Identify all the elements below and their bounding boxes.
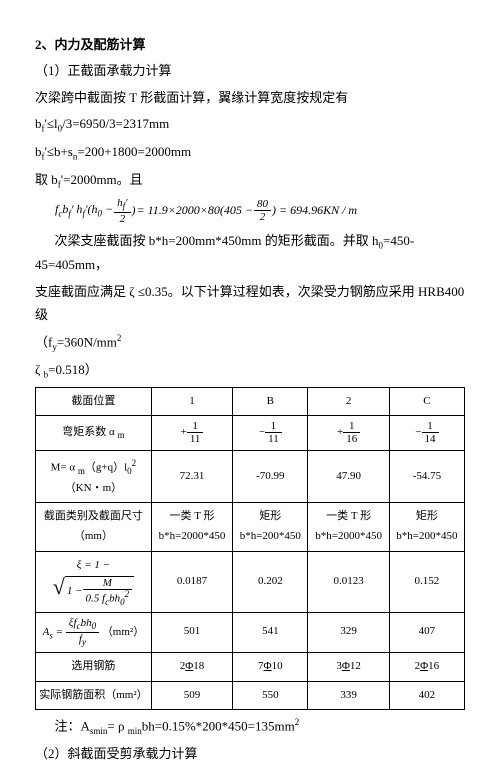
h3: 2 <box>308 387 389 416</box>
h4: C <box>389 387 464 416</box>
row6-label: 选用钢筋 <box>36 652 152 681</box>
d: 11 <box>187 433 204 445</box>
t: （f <box>35 334 52 349</box>
h1: 1 <box>151 387 232 416</box>
row7-label: 实际钢筋面积（mm²） <box>36 681 152 710</box>
t: =200+1800=2000mm <box>77 144 191 159</box>
table-header-row: 截面位置 1 B 2 C <box>36 387 465 416</box>
h2: B <box>233 387 308 416</box>
d: 16 <box>343 433 360 445</box>
t: 一类 T 形 <box>326 510 371 522</box>
t: = ρ <box>107 719 127 734</box>
p-9: ζ b=0.518） <box>35 358 465 383</box>
row2-label: M= α m（g+q）l02（KN・m） <box>36 450 152 503</box>
t: 注：A <box>55 719 90 734</box>
row4-label: ξ = 1 − √1 − M0.5 fcbh02 <box>36 551 152 612</box>
d: 16 <box>428 660 439 672</box>
t: 矩形 <box>416 510 438 522</box>
rebar-icon <box>420 657 428 677</box>
c: 541 <box>233 612 308 652</box>
p-3: bf'≤l0/3=6950/3=2317mm <box>35 112 465 137</box>
c: 329 <box>308 612 389 652</box>
table-row: 实际钢筋面积（mm²） 509 550 339 402 <box>36 681 465 710</box>
c: 407 <box>389 612 464 652</box>
c: 47.90 <box>308 450 389 503</box>
t: =2000mm。且 <box>63 172 143 187</box>
t: （mm²） <box>102 626 144 638</box>
table-row: 选用钢筋 218 710 312 216 <box>36 652 465 681</box>
formula-main: fcbf' hf'(h0 − hf'2 ) = 11.9×2000×80(405… <box>55 197 465 225</box>
calc-table: 截面位置 1 B 2 C 弯矩系数 α m +111 −111 +116 −11… <box>35 387 465 711</box>
p-4: bf'≤b+sn=200+1800=2000mm <box>35 140 465 165</box>
t: 取 b <box>35 172 58 187</box>
p-6: 次梁支座截面按 b*h=200mm*450mm 的矩形截面。并取 h0=450-… <box>35 229 465 277</box>
t: /3=6950/3=2317mm <box>62 116 169 131</box>
rebar-icon <box>342 657 350 677</box>
d: 14 <box>422 433 439 445</box>
rebar-icon <box>264 657 272 677</box>
d: 11 <box>265 433 282 445</box>
d: 18 <box>193 660 204 672</box>
c: 550 <box>233 681 308 710</box>
d: 12 <box>350 660 361 672</box>
rebar-icon <box>185 657 193 677</box>
t: = 11.9×2000×80(405 − <box>137 200 254 222</box>
table-row: 弯矩系数 α m +111 −111 +116 −114 <box>36 416 465 450</box>
p-5: 取 bf'=2000mm。且 <box>35 168 465 193</box>
p-8: （fy=360N/mm2 <box>35 330 465 355</box>
d: 10 <box>272 660 283 672</box>
table-row: 截面类别及截面尺寸（mm） 一类 T 形 b*h=2000*450 矩形 b*h=2… <box>36 503 465 552</box>
t: 一类 T 形 <box>170 510 215 522</box>
c: 339 <box>308 681 389 710</box>
c: 0.0123 <box>308 551 389 612</box>
t: b*h=200*450 <box>240 530 301 542</box>
p-1: （1）正截面承载力计算 <box>35 59 465 82</box>
c: -54.75 <box>389 450 464 503</box>
c: -70.99 <box>233 450 308 503</box>
c: 509 <box>151 681 232 710</box>
t: =0.518） <box>48 362 98 377</box>
t: 次梁支座截面按 b*h=200mm*450mm 的矩形截面。并取 h <box>55 233 379 248</box>
t: ζ <box>35 362 44 377</box>
table-note: 注：Asmin= ρ minbh=0.15%*200*450=135mm2 <box>35 714 465 739</box>
t: 矩形 <box>259 510 281 522</box>
t: ) = 694.96KN / m <box>272 200 357 222</box>
c: 0.152 <box>389 551 464 612</box>
h0: 截面位置 <box>36 387 152 416</box>
c: 402 <box>389 681 464 710</box>
row5-label: As = ξfcbh0fy （mm²） <box>36 612 152 652</box>
t: （KN・m） <box>65 482 122 494</box>
t: bh=0.15%*200*450=135mm <box>142 719 295 734</box>
c: 501 <box>151 612 232 652</box>
t: 弯矩系数 α <box>62 426 117 438</box>
t: b*h=200*450 <box>396 530 457 542</box>
table-row: ξ = 1 − √1 − M0.5 fcbh02 0.0187 0.202 0.… <box>36 551 465 612</box>
t: ≤b+s <box>47 144 73 159</box>
p-10: （2）斜截面受剪承载力计算 <box>35 742 465 765</box>
table-row: M= α m（g+q）l02（KN・m） 72.31 -70.99 47.90 … <box>36 450 465 503</box>
section-title: 2、内力及配筋计算 <box>35 33 465 56</box>
t: （g+q）l <box>85 461 127 473</box>
t: b*h=2000*450 <box>159 530 226 542</box>
t: ≤l <box>47 116 58 131</box>
p-7: 支座截面应满足 ζ ≤0.35。以下计算过程如表，次梁受力钢筋应采用 HRB40… <box>35 280 465 327</box>
t: M= α <box>51 461 78 473</box>
p-2: 次梁跨中截面按 T 形截面计算，翼缘计算宽度按规定有 <box>35 86 465 109</box>
t: b*h=2000*450 <box>315 530 382 542</box>
t: =360N/mm <box>57 334 117 349</box>
c: 0.0187 <box>151 551 232 612</box>
row1-label: 弯矩系数 α m <box>36 416 152 450</box>
c: 72.31 <box>151 450 232 503</box>
table-row: As = ξfcbh0fy （mm²） 501 541 329 407 <box>36 612 465 652</box>
c: 0.202 <box>233 551 308 612</box>
row3-label: 截面类别及截面尺寸（mm） <box>36 503 152 552</box>
